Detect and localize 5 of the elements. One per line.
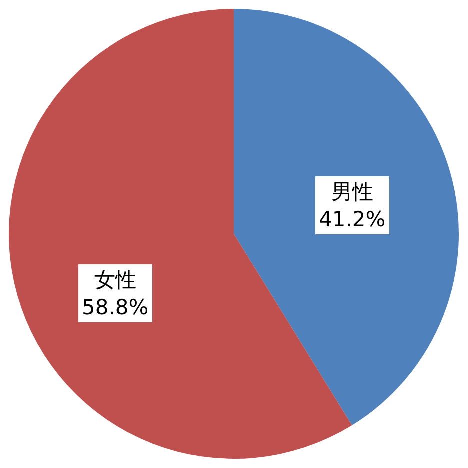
pie-slice [234,9,459,426]
data-label: 41.2% [319,207,386,232]
data-label: 58.8% [82,295,149,320]
slice-label: 女性 [94,268,136,292]
slice-label: 男性 [331,180,374,204]
